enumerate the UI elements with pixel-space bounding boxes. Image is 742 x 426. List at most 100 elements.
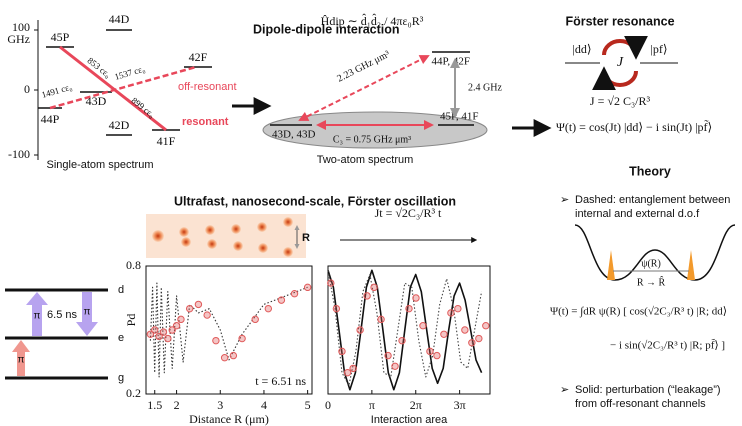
data-point (441, 331, 447, 337)
data-point (364, 293, 370, 299)
annotation: t = 6.51 ns (255, 374, 306, 388)
slide: 100 GHz 0 -100 45P 44D 42F 43D 44P 42D 4… (0, 0, 742, 426)
data-point (204, 312, 210, 318)
data-point (371, 284, 377, 290)
data-point (173, 323, 179, 329)
data-point (462, 327, 468, 333)
double-well (575, 225, 735, 280)
axis-label: GHz (7, 32, 30, 46)
data-point (392, 363, 398, 369)
caption: Two-atom spectrum (317, 154, 414, 166)
title: Theory (629, 164, 671, 178)
data-point (239, 335, 245, 341)
data-point (213, 337, 219, 343)
data-point (385, 352, 391, 358)
lifetime: 6.5 ns (47, 309, 77, 321)
x-tick-label: 4 (261, 398, 267, 412)
state: d (118, 284, 124, 296)
bullet-text: internal and external d.o.f (575, 208, 700, 220)
equation: Ψ(t) = cos(Jt) |dd⟩ − i sin(Jt) |pf̃⟩ (556, 119, 712, 134)
data-point (278, 297, 284, 303)
level-label: 41F (157, 134, 176, 148)
bullet: ➢ (560, 384, 569, 396)
level-label: 44P, 42F (431, 56, 470, 68)
x-tick-label: π (369, 398, 375, 412)
bullet-text: Solid: perturbation (“leakage”) (575, 384, 721, 396)
x-tick-label: 0 (325, 398, 331, 412)
hamiltonian: Ĥdip ∼ d̂₁d̂₂ / 4πε₀R³ (321, 13, 424, 28)
data-point (178, 316, 184, 322)
data-point (333, 305, 339, 311)
equation: J = √2 C₃/R³ (590, 94, 651, 108)
data-point (195, 301, 201, 307)
data-point (165, 335, 171, 341)
data-point (328, 280, 334, 286)
state: g (118, 372, 124, 384)
x-tick-label: 3π (454, 398, 466, 412)
well-label: ψ(R) (641, 258, 661, 269)
level-label: 42D (109, 118, 130, 132)
data-point (291, 291, 297, 297)
equation: Ψ(t) = ∫dR ψ(R) [ cos(√2C₃/R³ t) |R; dd⟩ (550, 306, 727, 318)
plots: 1.5 2 3 4 5 0.2 0.8 Distance R (μm) Pd t = 6.51 n… (124, 258, 490, 426)
axis-label: 0 (24, 82, 30, 96)
data-point (357, 327, 363, 333)
image-label: R (302, 232, 310, 244)
coupling-label: 1491 cε₀ (40, 82, 73, 100)
y-tick-label: 0.8 (126, 258, 141, 272)
x-tick-label: 2 (174, 398, 180, 412)
level-label: 45P (51, 30, 70, 44)
y-tick-label: 0.2 (126, 386, 141, 400)
pulse-label: π (34, 311, 41, 322)
x-label: Distance R (μm) (189, 412, 269, 426)
data-point (469, 340, 475, 346)
data-point (483, 323, 489, 329)
tag: resonant (182, 116, 229, 128)
atom-images: R (146, 214, 310, 258)
coupling-label: 899 cε₀ (129, 95, 156, 119)
state: |pf⟩ (650, 42, 667, 56)
data-point (339, 348, 345, 354)
pulse-label: π (18, 355, 25, 366)
equation: − i sin(√2C₃/R³ t) |R; pf̃⟩ ] (610, 338, 725, 352)
data-point (434, 352, 440, 358)
data-point (350, 365, 356, 371)
data-point (252, 316, 258, 322)
data-point (399, 337, 405, 343)
bullet-text: Dashed: entanglement between (575, 194, 730, 206)
image-strip (146, 214, 306, 258)
data-point (160, 329, 166, 335)
data-point (304, 284, 310, 290)
data-point (378, 316, 384, 322)
state: e (118, 332, 124, 344)
cycle-arrow (604, 71, 636, 85)
gap-label: 2.4 GHz (468, 82, 502, 93)
state: |dd⟩ (572, 42, 591, 56)
data-point (152, 327, 158, 333)
coupling-label: 1537 cε₀ (113, 64, 146, 82)
level-label: 44P (41, 112, 60, 126)
coupling-label: C₃ = 0.75 GHz μm³ (333, 134, 411, 145)
data-point (344, 369, 350, 375)
x-tick-label: 5 (305, 398, 311, 412)
x-tick-label: 2π (410, 398, 422, 412)
x-label: Interaction area (371, 414, 448, 426)
level-label: 42F (189, 50, 208, 64)
data-point (455, 305, 461, 311)
level-label: 43D, 43D (272, 129, 315, 141)
level-scheme: d e g π π π 6.5 ns (5, 284, 124, 384)
data-point (230, 352, 236, 358)
atom-cloud (607, 250, 615, 280)
data-point (448, 310, 454, 316)
forster: Förster resonance |dd⟩ |pf⟩ J J = √2 C₃/… (556, 14, 712, 133)
data-point (265, 305, 271, 311)
level-label: 45P, 41F (440, 111, 479, 123)
bullet: ➢ (560, 194, 569, 206)
data-point (420, 323, 426, 329)
x-tick-label: 3 (217, 398, 223, 412)
y-label: Pd (124, 314, 138, 327)
x-tick-label: 1.5 (147, 398, 162, 412)
arrow-label: Jt = √2C₃/R³ t (375, 206, 442, 220)
data-point (186, 305, 192, 311)
pulse-label: π (84, 307, 91, 318)
